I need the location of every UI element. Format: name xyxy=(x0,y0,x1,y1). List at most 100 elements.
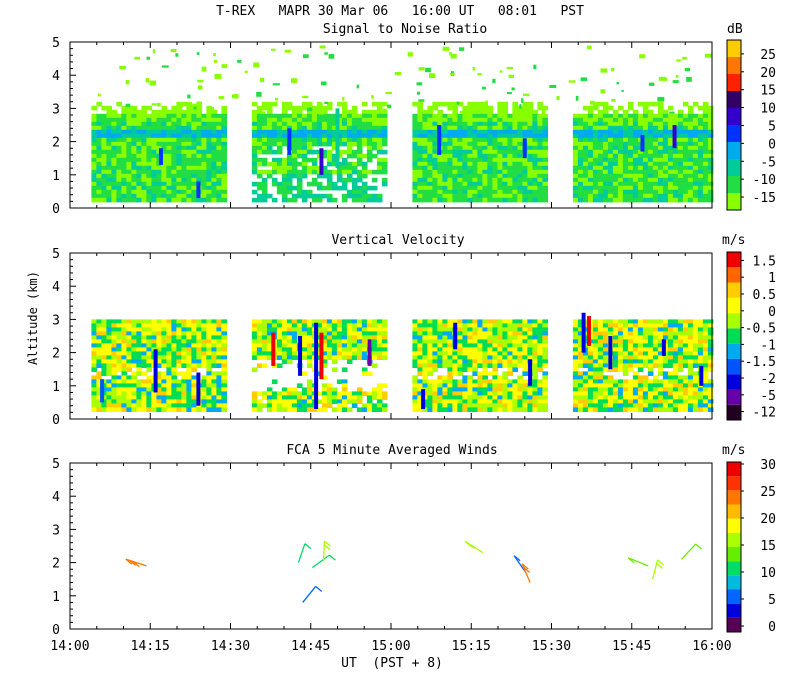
heatmap-cell xyxy=(442,339,448,344)
heatmap-cell xyxy=(487,335,493,340)
heatmap-cell xyxy=(487,149,493,155)
heatmap-cell xyxy=(657,145,664,151)
heatmap-cell xyxy=(422,137,428,143)
heatmap-cell xyxy=(126,109,132,115)
heatmap-cell xyxy=(417,323,423,328)
heatmap-cell xyxy=(422,181,428,187)
heatmap-cell xyxy=(637,319,644,324)
heatmap-cell xyxy=(417,351,423,356)
heatmap-cell xyxy=(346,399,353,404)
heatmap-cell xyxy=(577,177,584,183)
heatmap-cell xyxy=(692,149,699,155)
heatmap-cell xyxy=(301,355,308,360)
heatmap-noise xyxy=(356,84,359,89)
heatmap-cell xyxy=(181,335,187,340)
heatmap-cell xyxy=(221,173,227,179)
heatmap-cell xyxy=(697,351,704,356)
heatmap-cell xyxy=(687,177,694,183)
heatmap-cell xyxy=(437,395,443,400)
heatmap-cell xyxy=(647,331,654,336)
heatmap-noise xyxy=(616,82,620,85)
heatmap-cell xyxy=(477,319,483,324)
heatmap-cell xyxy=(91,197,97,203)
heatmap-cell xyxy=(331,395,338,400)
heatmap-cell xyxy=(206,133,212,139)
heatmap-cell xyxy=(582,347,589,352)
heatmap-cell xyxy=(617,177,624,183)
heatmap-cell xyxy=(191,165,197,171)
heatmap-cell xyxy=(652,323,659,328)
heatmap-cell xyxy=(462,137,468,143)
heatmap-cell xyxy=(522,319,528,324)
heatmap-cell xyxy=(452,399,458,404)
heatmap-cell xyxy=(271,319,278,324)
heatmap-cell xyxy=(301,161,308,167)
colorbar xyxy=(726,39,744,211)
heatmap-cell xyxy=(447,121,453,127)
heatmap-cell xyxy=(502,173,508,179)
heatmap-cell xyxy=(597,327,604,332)
heatmap-cell xyxy=(151,407,157,412)
heatmap-cell xyxy=(146,193,152,199)
heatmap-cell xyxy=(171,173,177,179)
heatmap-cell xyxy=(487,391,493,396)
heatmap-cell xyxy=(141,129,147,135)
heatmap-cell xyxy=(707,395,714,400)
heatmap-cell xyxy=(111,331,117,336)
heatmap-cell xyxy=(381,323,388,328)
heatmap-cell xyxy=(697,149,704,155)
heatmap-cell xyxy=(627,149,634,155)
heatmap-cell xyxy=(412,363,418,368)
heatmap-cell xyxy=(437,343,443,348)
heatmap-cell xyxy=(221,339,227,344)
heatmap-cell xyxy=(276,331,283,336)
heatmap-cell xyxy=(131,327,137,332)
heatmap-cell xyxy=(91,149,97,155)
heatmap-cell xyxy=(442,173,448,179)
heatmap-cell xyxy=(432,185,438,191)
heatmap-cell xyxy=(692,189,699,195)
heatmap-cell xyxy=(612,351,619,356)
heatmap-cell xyxy=(261,113,268,119)
heatmap-cell xyxy=(106,343,112,348)
heatmap-cell xyxy=(442,399,448,404)
heatmap-cell xyxy=(427,363,433,368)
heatmap-cell xyxy=(161,125,167,131)
heatmap-cell xyxy=(502,197,508,203)
heatmap-cell xyxy=(427,391,433,396)
heatmap-cell xyxy=(126,141,132,147)
heatmap-cell xyxy=(487,173,493,179)
heatmap-cell xyxy=(191,335,197,340)
heatmap-cell xyxy=(537,165,543,171)
heatmap-cell xyxy=(361,181,368,187)
heatmap-cell xyxy=(572,331,579,336)
heatmap-cell xyxy=(326,149,333,155)
heatmap-cell xyxy=(442,153,448,159)
heatmap-cell xyxy=(346,177,353,183)
heatmap-cell xyxy=(542,173,548,179)
heatmap-cell xyxy=(572,359,579,364)
heatmap-cell xyxy=(196,125,202,131)
heatmap-cell xyxy=(617,189,624,195)
heatmap-cell xyxy=(687,383,694,388)
heatmap-cell xyxy=(507,185,513,191)
heatmap-cell xyxy=(417,347,423,352)
heatmap-cell xyxy=(652,125,659,131)
heatmap-cell xyxy=(261,343,268,348)
heatmap-cell xyxy=(371,145,378,151)
heatmap-cell xyxy=(672,181,679,187)
heatmap-cell xyxy=(662,149,669,155)
heatmap-cell xyxy=(111,387,117,392)
heatmap-cell xyxy=(707,347,714,352)
heatmap-cell xyxy=(707,367,714,372)
heatmap-cell xyxy=(412,177,418,183)
heatmap-cell xyxy=(326,161,333,167)
heatmap-cell xyxy=(346,141,353,147)
heatmap-cell xyxy=(321,387,328,392)
heatmap-cell xyxy=(412,343,418,348)
heatmap-cell xyxy=(376,355,383,360)
heatmap-cell xyxy=(111,117,117,123)
heatmap-cell xyxy=(346,351,353,356)
heatmap-cell xyxy=(111,109,117,115)
heatmap-cell xyxy=(597,363,604,368)
